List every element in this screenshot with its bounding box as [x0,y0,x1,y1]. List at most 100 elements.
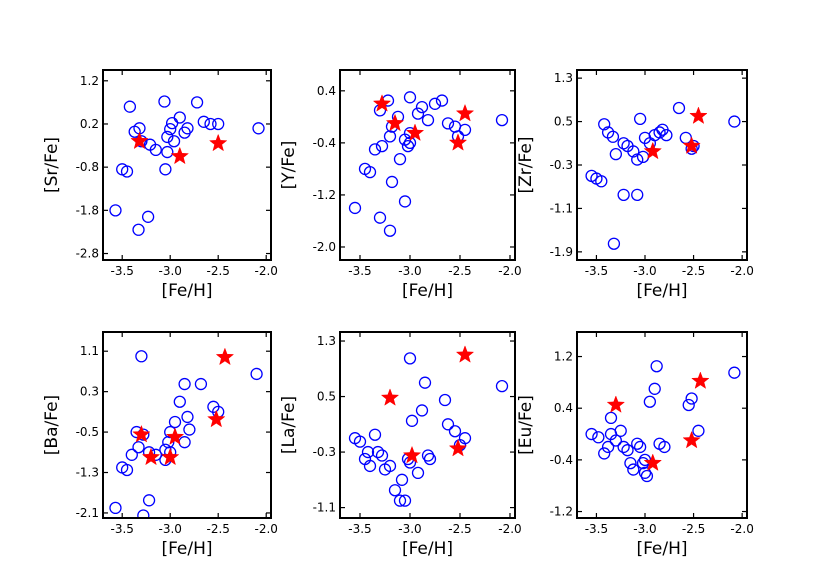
data-point-circle [137,509,150,518]
markers [348,345,509,507]
x-tick-label: -2.5 [682,522,705,536]
x-tick-label: -3.5 [110,264,133,278]
data-point-circle [438,393,452,407]
y-tick-label: 1.3 [554,71,573,85]
data-point-circle [728,366,741,379]
data-point-circle [401,139,415,153]
data-point-star [132,424,151,443]
data-point-circle [383,459,397,473]
y-axis-label: [Sr/Fe] [42,137,62,193]
data-point-circle [624,456,637,470]
data-point-circle [648,382,661,395]
data-point-circle [373,211,387,224]
y-tick-label: 1.3 [317,334,336,348]
data-point-star [455,103,475,122]
data-point-circle [385,175,399,189]
data-point-circle [435,94,449,107]
data-point-star [385,113,405,132]
x-axis-label: [Fe/H] [402,281,453,301]
panel-2: -3.5 -3.0 -2.5 -2.0 1.3 0.5 -0.3 -1.1 -1.9 [Fe/H]… [516,69,754,301]
data-point-circle [411,107,425,120]
data-point-circle [631,153,644,166]
data-point-circle [601,440,615,454]
data-point-star [405,123,425,141]
data-point-circle [383,224,397,237]
data-point-circle [197,115,210,128]
data-point-circle [368,428,382,441]
data-point-star [130,131,149,150]
x-tick-label: -2.0 [730,264,753,278]
x-tick-label: -3.0 [158,264,181,278]
data-point-circle [607,237,621,250]
data-point-circle [161,145,174,159]
data-point-circle [423,452,437,466]
data-point-circle [660,128,673,142]
y-tick-label: -0.8 [76,160,99,174]
x-axis-label: [Fe/H] [636,281,687,301]
data-point-circle [631,437,644,450]
data-point-circle [633,440,647,454]
data-point-circle [415,404,429,417]
data-point-circle [405,414,419,427]
data-point-star [606,395,626,413]
y-tick-label: 0.3 [80,385,99,399]
data-point-circle [627,463,640,476]
x-tick-label: -2.0 [498,522,521,536]
data-point-circle [617,137,630,150]
y-tick-label: -1.8 [76,203,99,217]
data-point-star [643,453,663,471]
data-point-circle [252,122,265,135]
x-tick-label: -2.0 [730,522,753,536]
data-point-circle [658,440,671,454]
data-point-circle [181,410,194,424]
data-point-star [689,106,708,124]
y-tick-label: -2.8 [76,247,99,261]
data-point-circle [418,376,432,389]
y-tick-label: 0.4 [554,401,573,415]
y-tick-label: -0.4 [313,136,336,150]
data-point-star [141,447,161,466]
data-point-circle [393,494,407,507]
y-tick-label: -0.3 [550,158,573,172]
panel-5: -3.5 -3.0 -2.5 -2.0 1.2 0.4 -0.4 -1.2 [Fe/H] [Eu/… [516,331,754,559]
data-point-circle [164,123,177,136]
markers [348,91,509,237]
axes-frame [576,331,748,519]
data-point-star [380,388,400,406]
data-point-star [372,94,392,112]
data-point-circle [178,377,191,391]
panel-1: -3.5 -3.0 -2.5 -2.0 0.4 -0.4 -1.2 -2.0 [Fe/H] [Y/… [279,69,522,301]
data-point-circle [375,139,389,153]
data-point-circle [132,223,145,236]
x-tick-label: -3.0 [398,264,421,278]
data-point-circle [458,432,472,445]
data-point-circle [149,143,162,157]
data-point-circle [604,411,618,425]
x-tick-label: -2.5 [206,264,229,278]
data-point-circle [371,445,385,459]
data-point-circle [173,111,186,124]
data-point-circle [125,448,138,461]
axes-frame [102,331,272,519]
data-point-circle [135,350,148,363]
data-point-star [682,430,701,449]
data-point-circle [353,435,367,448]
data-point-circle [383,130,397,143]
data-point-circle [621,444,634,457]
y-tick-label: -1.3 [76,466,99,480]
data-point-circle [495,379,509,393]
data-point-circle [165,116,179,130]
y-tick-label: 1.2 [80,74,99,88]
data-point-circle [411,466,425,480]
data-point-circle [190,96,204,109]
data-point-circle [617,188,630,202]
data-point-circle [633,112,647,126]
data-point-circle [421,113,435,127]
data-point-circle [363,166,377,179]
panel-4: -3.5 -3.0 -2.5 -2.0 1.3 0.5 -0.3 -1.1 [Fe/H] [La/… [279,331,522,559]
x-tick-label: -2.0 [498,264,521,278]
data-point-circle [141,210,155,223]
data-point-circle [728,115,741,128]
data-point-circle [609,147,623,161]
